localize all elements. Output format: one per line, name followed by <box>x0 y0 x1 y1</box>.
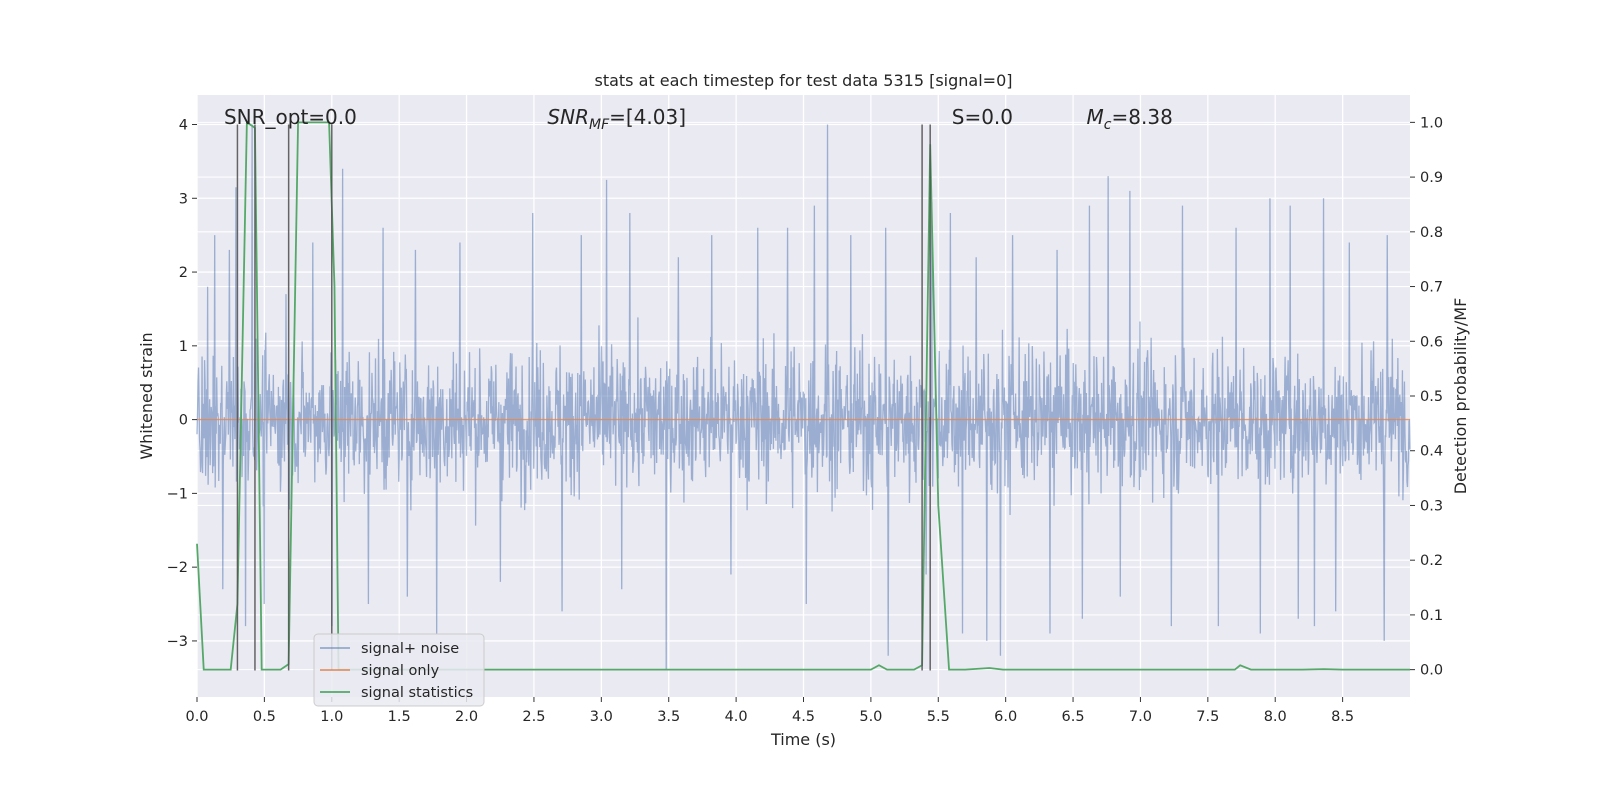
y-right-tick-label: 0.2 <box>1420 553 1443 569</box>
legend-label: signal only <box>361 663 440 679</box>
x-tick-label: 0.0 <box>185 709 208 725</box>
annotations: SNR_opt=0.0 SNRMF=[4.03] S=0.0 Mc=8.38 <box>224 105 1173 133</box>
x-tick-label: 6.5 <box>1062 709 1085 725</box>
x-tick-label: 2.0 <box>455 709 478 725</box>
legend-label: signal+ noise <box>361 641 459 657</box>
y-right-tick-label: 0.6 <box>1420 334 1443 350</box>
annotation-snr-mf: SNRMF=[4.03] <box>547 105 686 133</box>
x-tick-label: 0.5 <box>253 709 276 725</box>
x-tick-label: 7.5 <box>1196 709 1219 725</box>
statistics-line <box>196 120 1410 671</box>
y-axis-label: Whitened strain <box>137 332 156 459</box>
y-right-tick-label: 0.9 <box>1420 170 1443 186</box>
annotation-subscript: MF <box>589 117 610 133</box>
y-tick-label: −2 <box>167 560 188 576</box>
y-right-tick-label: 0.1 <box>1420 608 1443 624</box>
annotation-subscript: c <box>1104 117 1112 133</box>
x-tick-label: 5.0 <box>859 709 882 725</box>
y-right-tick-label: 1.0 <box>1420 115 1443 131</box>
y-tick-label: 3 <box>179 191 188 207</box>
x-tick-label: 4.0 <box>725 709 748 725</box>
legend-label: signal statistics <box>361 685 473 701</box>
y-tick-label: 2 <box>179 265 188 281</box>
noise-line <box>196 124 1411 671</box>
y-right-tick-label: 0.8 <box>1420 225 1443 241</box>
annotation-snr-opt: SNR_opt=0.0 <box>224 105 357 129</box>
y-tick-label: −1 <box>167 486 188 502</box>
y-right-tick-label: 0.7 <box>1420 280 1443 296</box>
x-tick-label: 8.0 <box>1264 709 1287 725</box>
y-right-tick-label: 0.4 <box>1420 444 1443 460</box>
noise-series <box>196 124 1411 671</box>
annotation-s-val: S=0.0 <box>952 105 1013 129</box>
y-tick-label: 0 <box>179 413 188 429</box>
annotation-value-text: =[4.03] <box>609 105 686 129</box>
chart-title: stats at each timestep for test data 531… <box>594 71 1012 90</box>
x-tick-label: 5.5 <box>927 709 950 725</box>
y-right-axis-label: Detection probability/MF <box>1451 298 1470 495</box>
x-tick-label: 1.0 <box>320 709 343 725</box>
x-tick-label: 3.0 <box>590 709 613 725</box>
annotation-mc-val: Mc=8.38 <box>1087 105 1173 133</box>
x-tick-label: 4.5 <box>792 709 815 725</box>
y-right-tick-label: 0.5 <box>1420 389 1443 405</box>
annotation-value-text: =8.38 <box>1112 105 1173 129</box>
axes: 0.0 0.5 1.0 1.5 2.0 2.5 3.0 3.5 4.0 4.5 5.0 5.5 6.0 6… <box>137 71 1470 749</box>
y-tick-label: 4 <box>179 118 188 134</box>
x-tick-label: 3.5 <box>657 709 680 725</box>
x-tick-label: 8.5 <box>1331 709 1354 725</box>
y-tick-label: 1 <box>179 339 188 355</box>
x-tick-label: 6.0 <box>994 709 1017 725</box>
y-tick-label: −3 <box>167 634 188 650</box>
legend-box <box>313 633 485 707</box>
y-right-tick-label: 0.3 <box>1420 498 1443 514</box>
x-tick-label: 2.5 <box>522 709 545 725</box>
legend: signal+ noise signal only signal statistic… <box>313 633 485 707</box>
statistics-series <box>196 120 1410 671</box>
x-tick-label: 7.0 <box>1129 709 1152 725</box>
vertical-markers <box>236 124 931 671</box>
x-axis-label: Time (s) <box>770 730 836 749</box>
x-tick-label: 1.5 <box>388 709 411 725</box>
annotation-main-text: M <box>1087 105 1104 129</box>
annotation-main-text: SNR <box>547 105 589 129</box>
y-right-tick-label: 0.0 <box>1420 663 1443 679</box>
